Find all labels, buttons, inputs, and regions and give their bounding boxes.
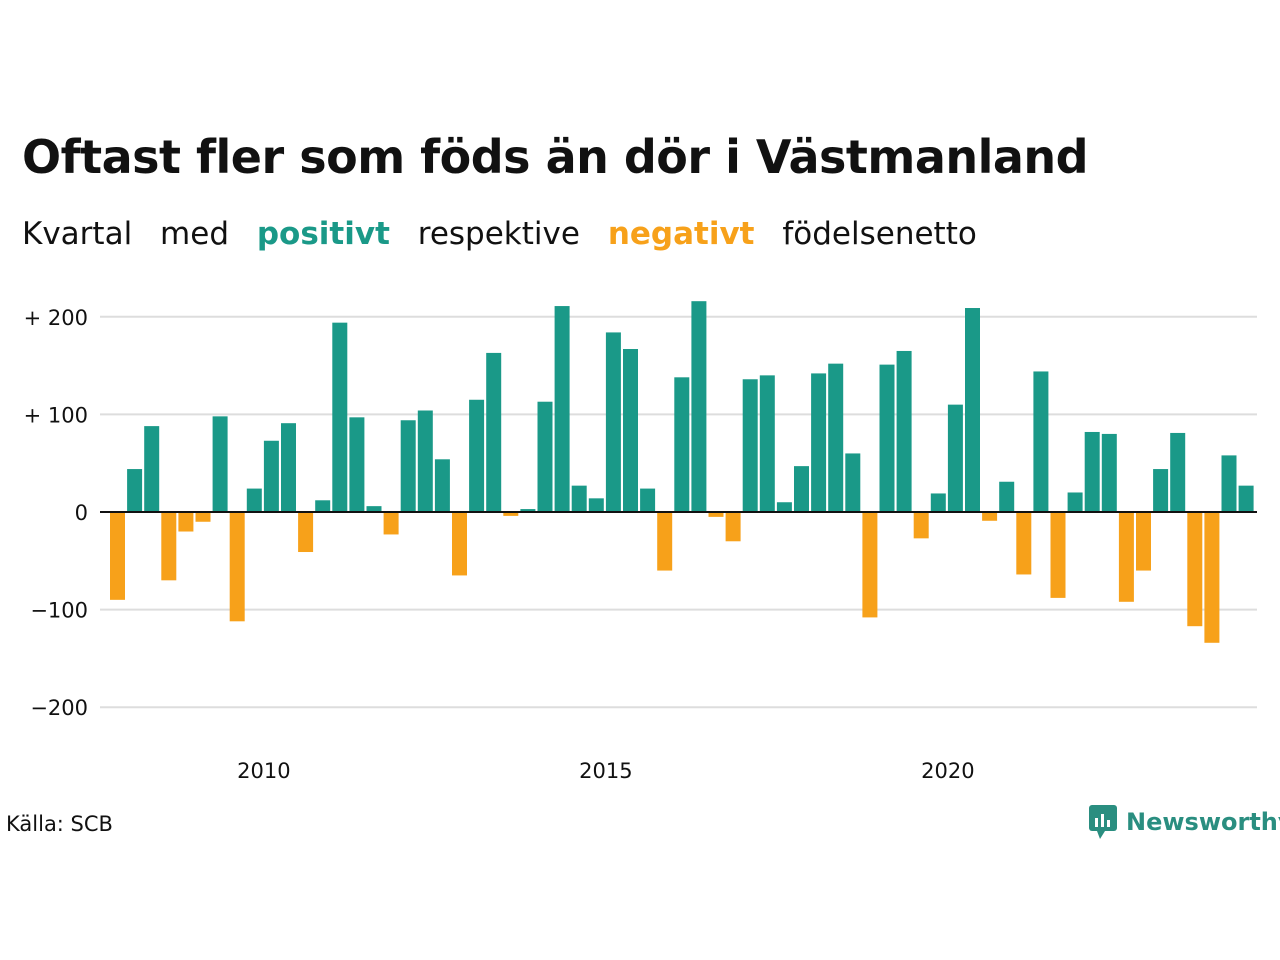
bar [503,512,519,516]
bar [383,512,399,535]
bar [178,512,194,532]
bar [691,301,707,512]
y-tick-label: + 100 [24,403,88,427]
brand-logo: Newsworthy [1088,804,1280,840]
x-tick-label: 2015 [579,759,632,783]
bar [469,399,485,512]
bar [246,488,262,512]
bar [965,308,980,512]
subtitle-positive-word: positivt [256,216,390,252]
bar [1153,469,1169,512]
bar [605,332,621,512]
bar [486,352,502,512]
bar [1016,512,1032,575]
bar [1221,455,1237,512]
bar [896,350,912,512]
bar [434,459,450,512]
x-tick-label: 2010 [237,759,290,783]
bar [571,485,587,512]
bar [400,420,416,512]
bar [263,440,279,512]
bar [144,426,160,512]
bar [879,364,895,512]
subtitle-text-respektive: respektive [417,216,580,252]
bar [811,373,827,512]
bar [212,416,228,512]
bar [349,417,365,512]
bar [1136,512,1151,571]
bar [999,481,1015,512]
y-tick-label: −100 [30,599,88,623]
subtitle-text-med: med [160,216,229,252]
y-tick-label: 0 [75,501,88,525]
bar [845,453,861,512]
bar [588,498,604,512]
bar [520,509,536,512]
chart-title: Oftast fler som föds än dör i Västmanlan… [22,130,1089,184]
source-note: Källa: SCB [6,812,113,836]
bar [452,512,467,576]
bar [110,512,125,600]
bar [623,349,638,512]
bar [674,377,690,512]
bar [913,512,929,539]
bar [554,306,570,512]
bar [1067,492,1083,512]
bar [195,512,211,522]
bar [1187,512,1203,627]
bar [298,512,314,553]
bar [366,506,382,512]
bar [1050,512,1066,598]
bar [315,500,331,512]
bar [1170,432,1186,512]
bar [657,512,673,571]
bar-chart: + 200 + 100 0 −100 −200 2010 2015 2020 [24,301,1257,783]
y-tick-label: + 200 [24,306,88,330]
newsworthy-logo-icon [1089,805,1117,839]
x-tick-label: 2020 [921,759,974,783]
bar [332,322,348,512]
bar [1084,431,1100,512]
bar [229,512,245,622]
subtitle-text-kvartal: Kvartal [22,216,133,252]
bar [982,512,998,521]
bar [281,423,296,512]
bar [127,469,143,512]
bar [742,379,758,512]
subtitle-negative-word: negativt [607,216,755,252]
bar [725,512,741,542]
bar [1118,512,1134,602]
bar [417,410,433,512]
chart-subtitle: Kvartal med positivt respektive negativt… [22,216,995,252]
bar [947,404,963,512]
brand-name: Newsworthy [1126,808,1280,836]
bar [1101,433,1117,512]
bar [1238,485,1254,512]
y-tick-label: −200 [30,696,88,720]
subtitle-text-fodelsenetto: födelsenetto [782,216,977,252]
bar [794,466,809,512]
bar [930,493,946,512]
bar [759,375,775,512]
bar [1033,371,1049,512]
bar [776,502,792,512]
bar [708,512,724,517]
bar [828,363,844,512]
bar [537,401,553,512]
bar [640,488,656,512]
bar [862,512,878,618]
bar [1204,512,1220,643]
bar [161,512,177,581]
